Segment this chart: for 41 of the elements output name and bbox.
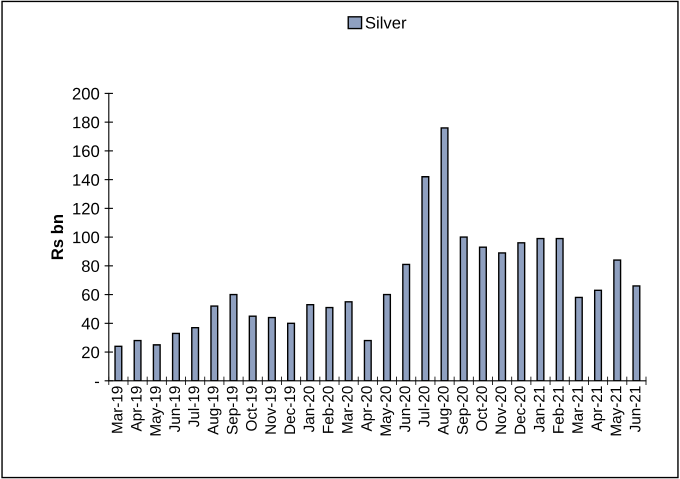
x-tick-label: Feb-20	[322, 386, 334, 433]
y-tick-label: -	[94, 382, 100, 384]
x-tick-label: Jul-20	[418, 386, 430, 428]
y-tick-label: 40	[82, 318, 100, 330]
x-tick-label: Sep-20	[457, 386, 471, 434]
y-tick-label: 180	[73, 116, 100, 128]
x-tick-label: May-19	[150, 386, 164, 436]
x-tick-label: Apr-19	[130, 386, 145, 432]
x-tick-label: Jun-21	[630, 386, 641, 432]
x-tick-label: Nov-19	[265, 386, 276, 434]
legend-label: Silver	[366, 16, 406, 29]
x-tick-label: Mar-19	[112, 386, 122, 433]
y-tick-label: 120	[73, 202, 100, 215]
x-tick-label: Jun-20	[399, 386, 410, 432]
x-tick-label: Nov-20	[495, 386, 506, 434]
x-tick-label: Jul-19	[188, 386, 200, 428]
x-tick-label: Mar-20	[342, 386, 353, 433]
x-tick-label: Aug-20	[438, 386, 452, 435]
x-tick-label: Oct-20	[476, 386, 488, 431]
x-tick-label: May-20	[380, 386, 394, 436]
y-axis-title: Rs bn	[50, 214, 64, 260]
y-tick-label: 200	[72, 88, 100, 100]
x-tick-label: Apr-20	[361, 386, 375, 432]
y-tick-label: 20	[82, 346, 100, 358]
x-tick-label: Dec-19	[284, 386, 296, 434]
y-tick-label: 140	[73, 174, 100, 186]
x-tick-label: Dec-20	[514, 386, 526, 434]
x-tick-label: Feb-21	[552, 386, 564, 433]
x-tick-label: Aug-19	[208, 386, 222, 435]
x-tick-label: Apr-21	[591, 386, 606, 432]
y-tick-label: 80	[82, 260, 100, 272]
y-tick-label: 160	[73, 145, 100, 158]
x-tick-label: May-21	[610, 386, 624, 436]
x-tick-label: Oct-19	[246, 386, 257, 431]
x-tick-label: Jan-21	[534, 386, 545, 432]
x-tick-label: Jun-19	[169, 386, 180, 432]
x-tick-label: Mar-21	[572, 386, 583, 433]
y-tick-label: 100	[73, 232, 100, 244]
x-tick-label: Sep-19	[226, 386, 241, 434]
y-tick-label: 60	[82, 288, 100, 301]
x-tick-label: Jan-20	[304, 386, 314, 432]
